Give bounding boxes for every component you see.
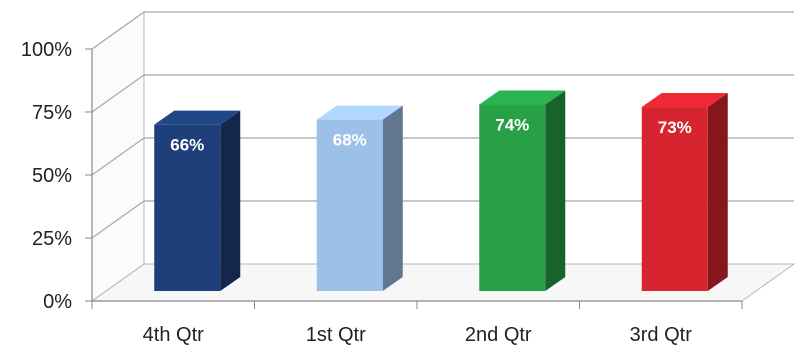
- bar: [479, 104, 546, 292]
- gridlines: [91, 11, 794, 239]
- data-label: 74%: [495, 116, 529, 135]
- gridline: [91, 200, 794, 239]
- y-tick-label: 100%: [21, 39, 72, 61]
- data-label: 66%: [170, 136, 204, 155]
- bar-side: [707, 93, 728, 291]
- bars: [154, 90, 728, 292]
- x-tick-label: 2nd Qtr: [465, 324, 532, 346]
- labels: 0% 25% 50% 75% 100% 66% 4th Qtr 68% 1st Qtr 74% 2n…: [21, 39, 692, 346]
- bar-side: [545, 90, 566, 292]
- bar-top: [316, 105, 403, 120]
- axes: [85, 48, 743, 309]
- bar-top: [641, 93, 728, 108]
- y-tick-label: 75%: [32, 102, 72, 124]
- bar: [641, 107, 708, 291]
- bar-top: [154, 110, 241, 125]
- data-label: 73%: [658, 118, 692, 137]
- bar: [154, 124, 221, 292]
- bar-side: [220, 110, 241, 292]
- y-tick-label: 0%: [43, 291, 72, 313]
- x-tick-label: 3rd Qtr: [630, 324, 693, 346]
- bar-top: [479, 90, 566, 105]
- y-tick-label: 50%: [32, 165, 72, 187]
- gridline: [91, 74, 794, 113]
- gridline: [91, 137, 794, 176]
- data-label: 68%: [333, 131, 367, 150]
- gridline: [91, 11, 794, 50]
- bar: [316, 119, 383, 291]
- x-tick-label: 1st Qtr: [306, 324, 366, 346]
- bar-side: [382, 105, 403, 291]
- x-tick-label: 4th Qtr: [143, 324, 204, 346]
- y-tick-label: 25%: [32, 228, 72, 250]
